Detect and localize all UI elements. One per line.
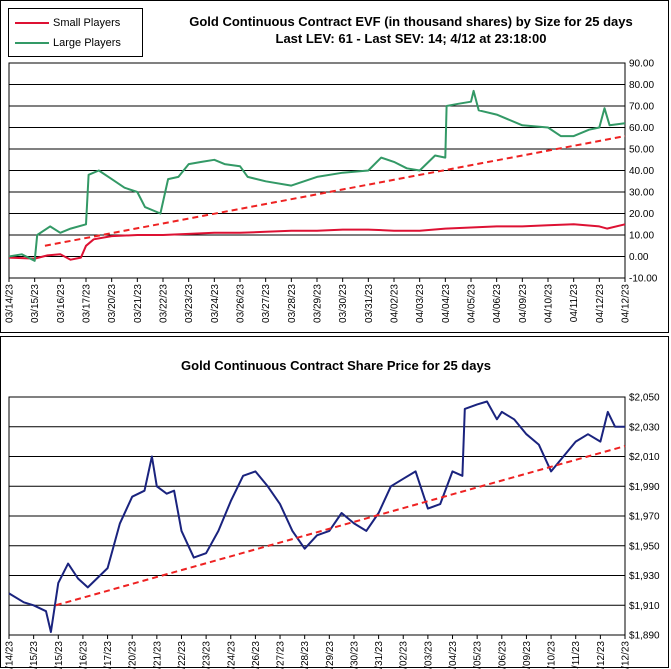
evf-x-tick-label: 04/06/23 <box>492 284 503 323</box>
evf-y-tick-label: 0.00 <box>629 252 649 263</box>
evf-y-tick-label: 70.00 <box>629 102 654 113</box>
price-x-tick-label: 04/11/23 <box>571 641 582 669</box>
evf-y-tick-label: 30.00 <box>629 188 654 199</box>
price-series-line-0 <box>8 400 625 633</box>
price-x-tick-label: 04/02/23 <box>399 641 410 669</box>
evf-x-tick-label: 03/20/23 <box>107 284 118 323</box>
price-x-tick-label: 03/15/23 <box>54 641 65 669</box>
evf-x-tick-label: 03/22/23 <box>159 284 170 323</box>
price-y-tick-label: $1,970 <box>629 512 660 523</box>
price-chart-svg: $1,890 $1,910 $1,930 $1,950 $1,970 $1,990 $2,0… <box>5 393 661 669</box>
price-x-tick-label: 03/28/23 <box>300 641 311 669</box>
price-x-tick-label: 04/06/23 <box>497 641 508 669</box>
evf-series-line-small-players <box>8 223 626 261</box>
price-x-tick-label: 04/04/23 <box>448 641 459 669</box>
evf-x-tick-label: 03/24/23 <box>210 284 221 323</box>
evf-x-tick-label: 04/05/23 <box>467 284 478 323</box>
price-y-tick-label: $1,910 <box>629 601 660 612</box>
evf-x-tick-label: 04/12/23 <box>595 284 606 323</box>
price-chart-panel: Gold Continuous Contract Share Price for… <box>0 336 669 669</box>
evf-x-tick-label: 03/28/23 <box>287 284 298 323</box>
evf-y-tick-label: 50.00 <box>629 145 654 156</box>
evf-y-tick-label: 80.00 <box>629 80 654 91</box>
price-y-tick-label: $2,050 <box>629 393 660 404</box>
evf-trendline <box>44 135 626 247</box>
price-x-tick-label: 03/24/23 <box>226 641 237 669</box>
evf-x-tick-label: 03/14/23 <box>5 284 16 323</box>
evf-legend: Small Players Large Players <box>8 8 143 57</box>
legend-swatch-large <box>15 42 49 44</box>
price-x-tick-label: 03/17/23 <box>103 641 114 669</box>
evf-x-tick-label: 03/31/23 <box>364 284 375 323</box>
evf-y-tick-label: 20.00 <box>629 209 654 220</box>
legend-swatch-small <box>15 22 49 24</box>
price-x-tick-label: 04/10/23 <box>547 641 558 669</box>
evf-x-tick-label: 04/12/23 <box>621 284 632 323</box>
evf-x-tick-label: 03/29/23 <box>313 284 324 323</box>
price-x-tick-label: 04/12/23 <box>596 641 607 669</box>
legend-item-small-players: Small Players <box>15 16 120 30</box>
evf-y-tick-label: 90.00 <box>629 59 654 70</box>
price-x-tick-label: 04/05/23 <box>473 641 484 669</box>
evf-x-tick-label: 04/09/23 <box>518 284 529 323</box>
price-x-tick-label: 04/03/23 <box>423 641 434 669</box>
price-chart-title: Gold Continuous Contract Share Price for… <box>181 358 491 373</box>
price-x-tick-label: 03/14/23 <box>5 641 16 669</box>
price-x-tick-label: 03/22/23 <box>177 641 188 669</box>
price-x-tick-label: 04/12/23 <box>621 641 632 669</box>
price-y-tick-label: $1,930 <box>629 571 660 582</box>
price-x-tick-label: 03/29/23 <box>325 641 336 669</box>
price-x-tick-label: 03/21/23 <box>152 641 163 669</box>
evf-y-tick-label: 10.00 <box>629 231 654 242</box>
evf-x-tick-label: 03/21/23 <box>133 284 144 323</box>
price-x-tick-label: 04/09/23 <box>522 641 533 669</box>
evf-x-tick-label: 04/03/23 <box>415 284 426 323</box>
price-x-tick-label: 03/23/23 <box>202 641 213 669</box>
price-x-tick-label: 03/15/23 <box>29 641 40 669</box>
price-x-tick-label: 03/20/23 <box>128 641 139 669</box>
evf-y-tick-label: 40.00 <box>629 166 654 177</box>
legend-label-small: Small Players <box>53 17 121 29</box>
evf-x-tick-label: 03/23/23 <box>184 284 195 323</box>
price-y-tick-label: $2,010 <box>629 452 660 463</box>
evf-x-tick-label: 03/15/23 <box>30 284 41 323</box>
evf-chart-panel: Gold Continuous Contract EVF (in thousan… <box>0 0 669 333</box>
evf-y-tick-label: 60.00 <box>629 123 654 134</box>
price-x-tick-label: 03/26/23 <box>251 641 262 669</box>
price-y-tick-label: $2,030 <box>629 422 660 433</box>
evf-x-tick-label: 03/30/23 <box>338 284 349 323</box>
price-y-tick-label: $1,990 <box>629 482 660 493</box>
evf-x-tick-label: 04/04/23 <box>441 284 452 323</box>
evf-x-tick-label: 03/27/23 <box>261 284 272 323</box>
evf-x-tick-label: 04/10/23 <box>544 284 555 323</box>
evf-x-tick-label: 04/11/23 <box>569 284 580 323</box>
legend-item-large-players: Large Players <box>15 36 121 50</box>
evf-y-tick-label: -10.00 <box>629 274 658 285</box>
legend-label-large: Large Players <box>53 37 121 49</box>
price-x-tick-label: 03/27/23 <box>276 641 287 669</box>
evf-chart-svg: -10.00 0.00 10.00 20.00 30.00 40.00 50.00 60.00… <box>5 59 658 323</box>
evf-x-tick-label: 04/02/23 <box>390 284 401 323</box>
evf-x-tick-label: 03/17/23 <box>82 284 93 323</box>
evf-chart-title: Gold Continuous Contract EVF (in thousan… <box>171 13 651 47</box>
evf-title-line: Gold Continuous Contract EVF (in thousan… <box>189 14 633 29</box>
evf-subtitle-line: Last LEV: 61 - Last SEV: 14; 4/12 at 23:… <box>275 31 547 46</box>
price-x-tick-label: 03/31/23 <box>374 641 385 669</box>
price-trendline <box>55 445 626 607</box>
evf-series-line-large-players <box>8 89 626 262</box>
price-x-tick-label: 03/30/23 <box>349 641 360 669</box>
price-y-tick-label: $1,950 <box>629 541 660 552</box>
price-x-tick-label: 03/16/23 <box>78 641 89 669</box>
evf-x-tick-label: 03/16/23 <box>56 284 67 323</box>
evf-x-tick-label: 03/26/23 <box>236 284 247 323</box>
price-y-tick-label: $1,890 <box>629 631 660 642</box>
